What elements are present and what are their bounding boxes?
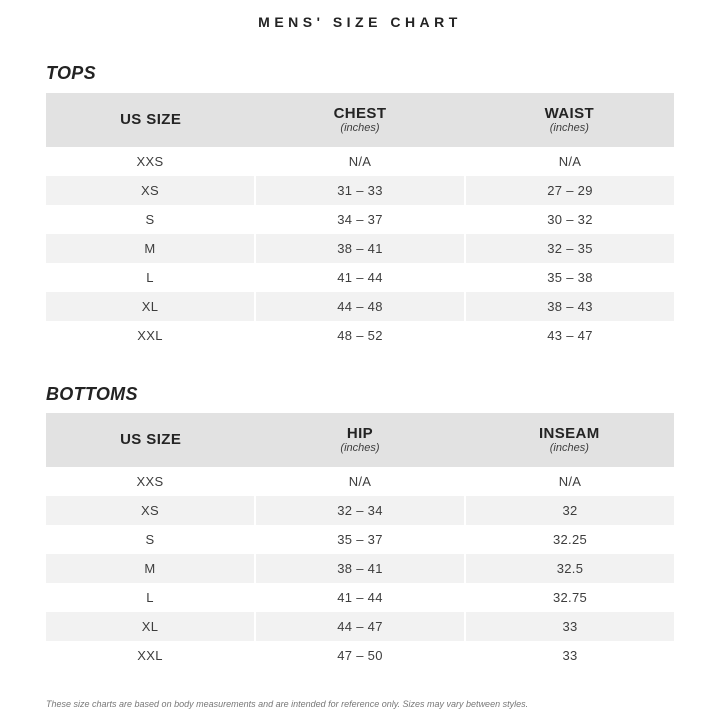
value-cell: 38 – 41 <box>256 234 464 263</box>
column-label: CHEST <box>333 104 387 122</box>
value-cell: 32.75 <box>466 583 674 612</box>
column-label: HIP <box>346 424 374 442</box>
table-row: XXL 48 – 52 43 – 47 <box>46 321 674 350</box>
table-row: XXS N/A N/A <box>46 467 674 496</box>
value-cell: 35 – 38 <box>466 263 674 292</box>
section-heading-bottoms: BOTTOMS <box>46 384 138 404</box>
size-chart-content: TOPS US SIZE CHEST (inches) WAIST (inche… <box>46 63 674 710</box>
column-label: INSEAM <box>538 424 600 442</box>
value-cell: 32.25 <box>466 525 674 554</box>
bottoms-table-header-row: US SIZE HIP (inches) INSEAM (inches) <box>46 413 674 467</box>
column-label: US SIZE <box>120 431 182 448</box>
table-row: XL 44 – 47 33 <box>46 612 674 641</box>
table-row: S 35 – 37 32.25 <box>46 525 674 554</box>
column-sublabel: (inches) <box>340 121 380 134</box>
table-row: S 34 – 37 30 – 32 <box>46 205 674 234</box>
table-row: XXL 47 – 50 33 <box>46 641 674 670</box>
footnote: These size charts are based on body meas… <box>46 699 529 709</box>
value-cell: 47 – 50 <box>256 641 464 670</box>
column-label: US SIZE <box>120 111 182 128</box>
value-cell: 27 – 29 <box>466 176 674 205</box>
tops-size-table: US SIZE CHEST (inches) WAIST (inches) XX… <box>46 93 674 350</box>
bottoms-header-inseam: INSEAM (inches) <box>465 413 674 467</box>
table-row: L 41 – 44 32.75 <box>46 583 674 612</box>
table-row: XL 44 – 48 38 – 43 <box>46 292 674 321</box>
value-cell: 48 – 52 <box>256 321 464 350</box>
size-cell: L <box>46 583 254 612</box>
column-sublabel: (inches) <box>549 121 589 134</box>
tops-header-us-size: US SIZE <box>46 93 255 147</box>
tops-header-waist: WAIST (inches) <box>465 93 674 147</box>
section-heading-tops: TOPS <box>46 63 96 83</box>
value-cell: 43 – 47 <box>466 321 674 350</box>
value-cell: 32 – 35 <box>466 234 674 263</box>
value-cell: N/A <box>256 147 464 176</box>
page-title: MENS' SIZE CHART <box>258 14 462 30</box>
value-cell: N/A <box>466 467 674 496</box>
size-cell: XS <box>46 496 254 525</box>
size-cell: XXS <box>46 147 254 176</box>
size-cell: L <box>46 263 254 292</box>
size-cell: XXL <box>46 641 254 670</box>
value-cell: 33 <box>466 641 674 670</box>
value-cell: 32 <box>466 496 674 525</box>
table-row: XS 31 – 33 27 – 29 <box>46 176 674 205</box>
table-row: L 41 – 44 35 – 38 <box>46 263 674 292</box>
size-cell: XS <box>46 176 254 205</box>
size-cell: S <box>46 525 254 554</box>
column-sublabel: (inches) <box>340 441 380 454</box>
value-cell: 44 – 47 <box>256 612 464 641</box>
value-cell: N/A <box>466 147 674 176</box>
column-label: WAIST <box>544 104 595 122</box>
tops-table-header-row: US SIZE CHEST (inches) WAIST (inches) <box>46 93 674 147</box>
value-cell: 32 – 34 <box>256 496 464 525</box>
value-cell: 33 <box>466 612 674 641</box>
value-cell: 41 – 44 <box>256 583 464 612</box>
bottoms-size-table: US SIZE HIP (inches) INSEAM (inches) XXS… <box>46 413 674 670</box>
value-cell: 38 – 43 <box>466 292 674 321</box>
size-cell: XXL <box>46 321 254 350</box>
value-cell: 31 – 33 <box>256 176 464 205</box>
size-cell: XL <box>46 292 254 321</box>
tops-table-body: XXS N/A N/A XS 31 – 33 27 – 29 S 34 – 37 30 – 32… <box>46 147 674 350</box>
table-row: M 38 – 41 32 – 35 <box>46 234 674 263</box>
value-cell: 32.5 <box>466 554 674 583</box>
size-cell: M <box>46 234 254 263</box>
value-cell: 30 – 32 <box>466 205 674 234</box>
value-cell: 35 – 37 <box>256 525 464 554</box>
table-row: M 38 – 41 32.5 <box>46 554 674 583</box>
size-cell: S <box>46 205 254 234</box>
value-cell: 34 – 37 <box>256 205 464 234</box>
bottoms-header-us-size: US SIZE <box>46 413 255 467</box>
table-row: XS 32 – 34 32 <box>46 496 674 525</box>
column-sublabel: (inches) <box>549 441 589 454</box>
value-cell: 41 – 44 <box>256 263 464 292</box>
value-cell: 44 – 48 <box>256 292 464 321</box>
value-cell: N/A <box>256 467 464 496</box>
size-cell: M <box>46 554 254 583</box>
size-cell: XL <box>46 612 254 641</box>
value-cell: 38 – 41 <box>256 554 464 583</box>
bottoms-header-hip: HIP (inches) <box>255 413 464 467</box>
bottoms-table-body: XXS N/A N/A XS 32 – 34 32 S 35 – 37 32.25 M 38 – 4… <box>46 467 674 670</box>
table-row: XXS N/A N/A <box>46 147 674 176</box>
tops-header-chest: CHEST (inches) <box>255 93 464 147</box>
size-cell: XXS <box>46 467 254 496</box>
